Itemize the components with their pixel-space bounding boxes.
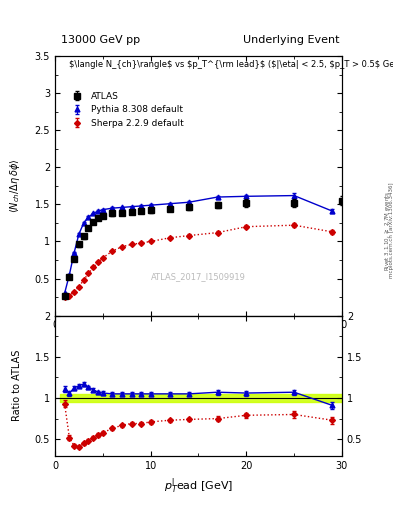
Text: Underlying Event: Underlying Event (243, 35, 340, 45)
Legend: ATLAS, Pythia 8.308 default, Sherpa 2.2.9 default: ATLAS, Pythia 8.308 default, Sherpa 2.2.… (68, 92, 184, 128)
X-axis label: $p_T^{\rm l}$ead [GeV]: $p_T^{\rm l}$ead [GeV] (164, 476, 233, 496)
Text: Rivet 3.1.10, $\geq$ 2.7M events: Rivet 3.1.10, $\geq$ 2.7M events (383, 190, 391, 271)
Y-axis label: Ratio to ATLAS: Ratio to ATLAS (12, 350, 22, 421)
Text: 13000 GeV pp: 13000 GeV pp (61, 35, 140, 45)
Y-axis label: $\langle N_{ch} / \Delta\eta\,\delta\phi \rangle$: $\langle N_{ch} / \Delta\eta\,\delta\phi… (8, 159, 22, 213)
Text: mcplots.cern.ch [arXiv:1306.3436]: mcplots.cern.ch [arXiv:1306.3436] (389, 183, 393, 278)
Text: $\langle N_{ch}\rangle$ vs $p_T^{\rm lead}$ ($|\eta| < 2.5, $p_T > 0.5$ GeV, $p_: $\langle N_{ch}\rangle$ vs $p_T^{\rm lea… (70, 60, 393, 69)
Text: ATLAS_2017_I1509919: ATLAS_2017_I1509919 (151, 272, 246, 281)
